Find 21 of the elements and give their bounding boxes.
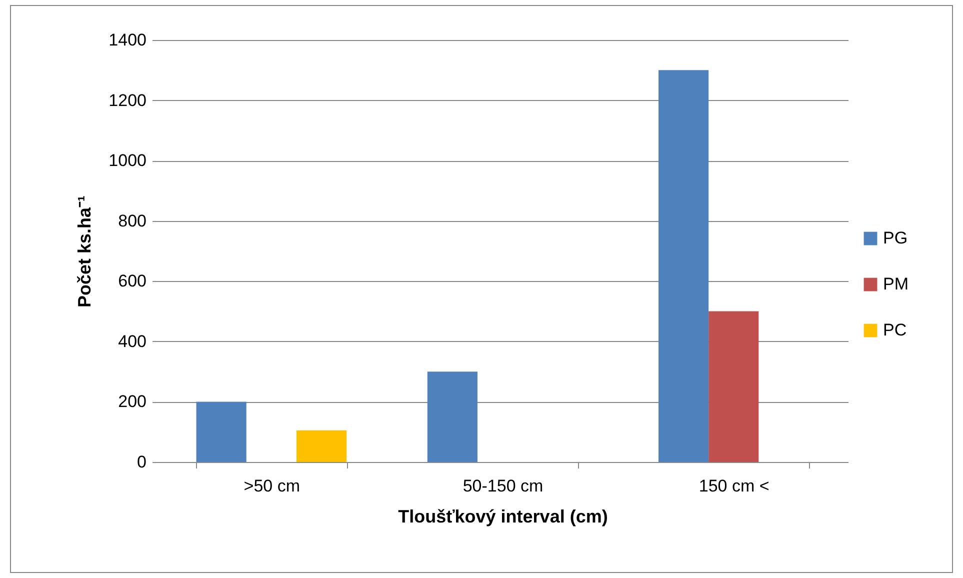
bar <box>708 311 759 462</box>
legend-label: PG <box>883 228 908 248</box>
x-tick-label: 50-150 cm <box>462 476 544 496</box>
y-tick-label: 400 <box>118 332 146 351</box>
bar <box>427 372 478 462</box>
bar <box>658 70 709 462</box>
y-tick-label: 800 <box>118 211 146 230</box>
x-axis-title: Tloušťkový interval (cm) <box>398 506 608 526</box>
x-tick-label: >50 cm <box>244 476 300 496</box>
bar <box>296 430 347 462</box>
y-tick-label: 600 <box>118 272 146 291</box>
x-tick-label: 150 cm < <box>698 476 770 496</box>
y-tick-label: 1400 <box>108 30 146 50</box>
y-tick-label: 200 <box>118 392 146 412</box>
y-axis-title: Počet ks.ha⁻¹ <box>74 195 95 308</box>
legend-label: PM <box>883 274 908 294</box>
bar <box>196 402 246 462</box>
y-tick-label: 1200 <box>108 90 146 110</box>
legend-label: PC <box>883 320 907 340</box>
y-tick-label: 0 <box>137 452 146 472</box>
y-tick-label: 1000 <box>108 151 146 170</box>
